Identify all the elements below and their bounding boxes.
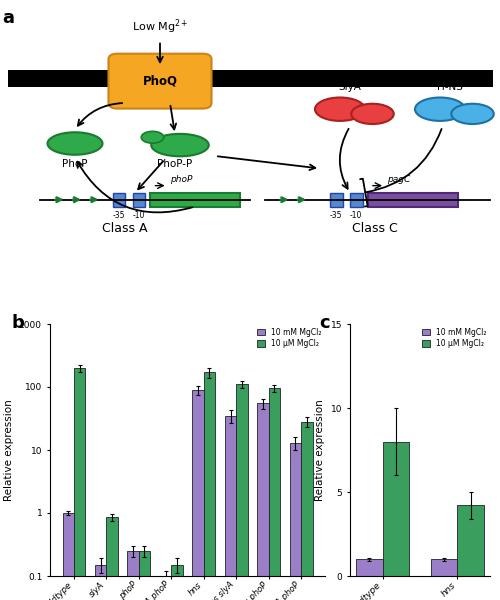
Text: SlyA: SlyA	[338, 82, 361, 92]
Text: PhoQ: PhoQ	[142, 74, 178, 88]
Bar	[204, 373, 215, 600]
Ellipse shape	[451, 104, 494, 124]
Bar	[172, 565, 182, 600]
Y-axis label: Relative expression: Relative expression	[316, 399, 326, 501]
FancyBboxPatch shape	[330, 193, 342, 206]
Text: phoP: phoP	[170, 175, 192, 184]
Bar	[192, 390, 203, 600]
Bar	[236, 385, 248, 600]
Ellipse shape	[151, 134, 209, 157]
Legend: 10 mM MgCl₂, 10 μM MgCl₂: 10 mM MgCl₂, 10 μM MgCl₂	[257, 328, 321, 348]
Bar	[139, 551, 150, 600]
Text: PhoP: PhoP	[62, 159, 88, 169]
Bar	[290, 443, 301, 600]
Text: -35: -35	[330, 211, 342, 220]
Bar	[74, 368, 85, 600]
Ellipse shape	[415, 97, 465, 121]
Bar	[95, 565, 106, 600]
FancyBboxPatch shape	[132, 193, 145, 206]
Bar	[356, 559, 382, 576]
Ellipse shape	[48, 132, 102, 155]
Text: b: b	[12, 314, 24, 332]
Bar	[128, 551, 139, 600]
Bar	[458, 505, 483, 576]
FancyBboxPatch shape	[150, 193, 240, 206]
Bar	[431, 559, 458, 576]
Bar	[382, 442, 409, 576]
Bar	[301, 422, 312, 600]
Text: pagC: pagC	[388, 175, 411, 184]
Text: Class A: Class A	[102, 221, 148, 235]
Ellipse shape	[351, 104, 394, 124]
Bar	[258, 403, 268, 600]
Text: -35: -35	[112, 211, 125, 220]
Ellipse shape	[315, 97, 365, 121]
FancyBboxPatch shape	[368, 193, 458, 206]
Bar	[225, 416, 236, 600]
Y-axis label: Relative expression: Relative expression	[4, 399, 14, 501]
Bar	[62, 513, 74, 600]
FancyBboxPatch shape	[112, 193, 125, 206]
Text: H-NS: H-NS	[437, 82, 463, 92]
Bar	[106, 517, 118, 600]
Bar	[268, 388, 280, 600]
FancyBboxPatch shape	[350, 193, 362, 206]
Legend: 10 mM MgCl₂, 10 μM MgCl₂: 10 mM MgCl₂, 10 μM MgCl₂	[422, 328, 486, 348]
Text: Class C: Class C	[352, 221, 398, 235]
Text: c: c	[319, 314, 330, 332]
Text: Low Mg$^{2+}$: Low Mg$^{2+}$	[132, 17, 188, 36]
FancyBboxPatch shape	[8, 70, 492, 88]
Ellipse shape	[142, 131, 164, 143]
Text: -10: -10	[132, 211, 145, 220]
Text: PhoP-P: PhoP-P	[158, 159, 192, 169]
FancyBboxPatch shape	[108, 53, 212, 109]
Bar	[160, 576, 172, 600]
Text: -10: -10	[350, 211, 362, 220]
Text: a: a	[2, 10, 14, 28]
